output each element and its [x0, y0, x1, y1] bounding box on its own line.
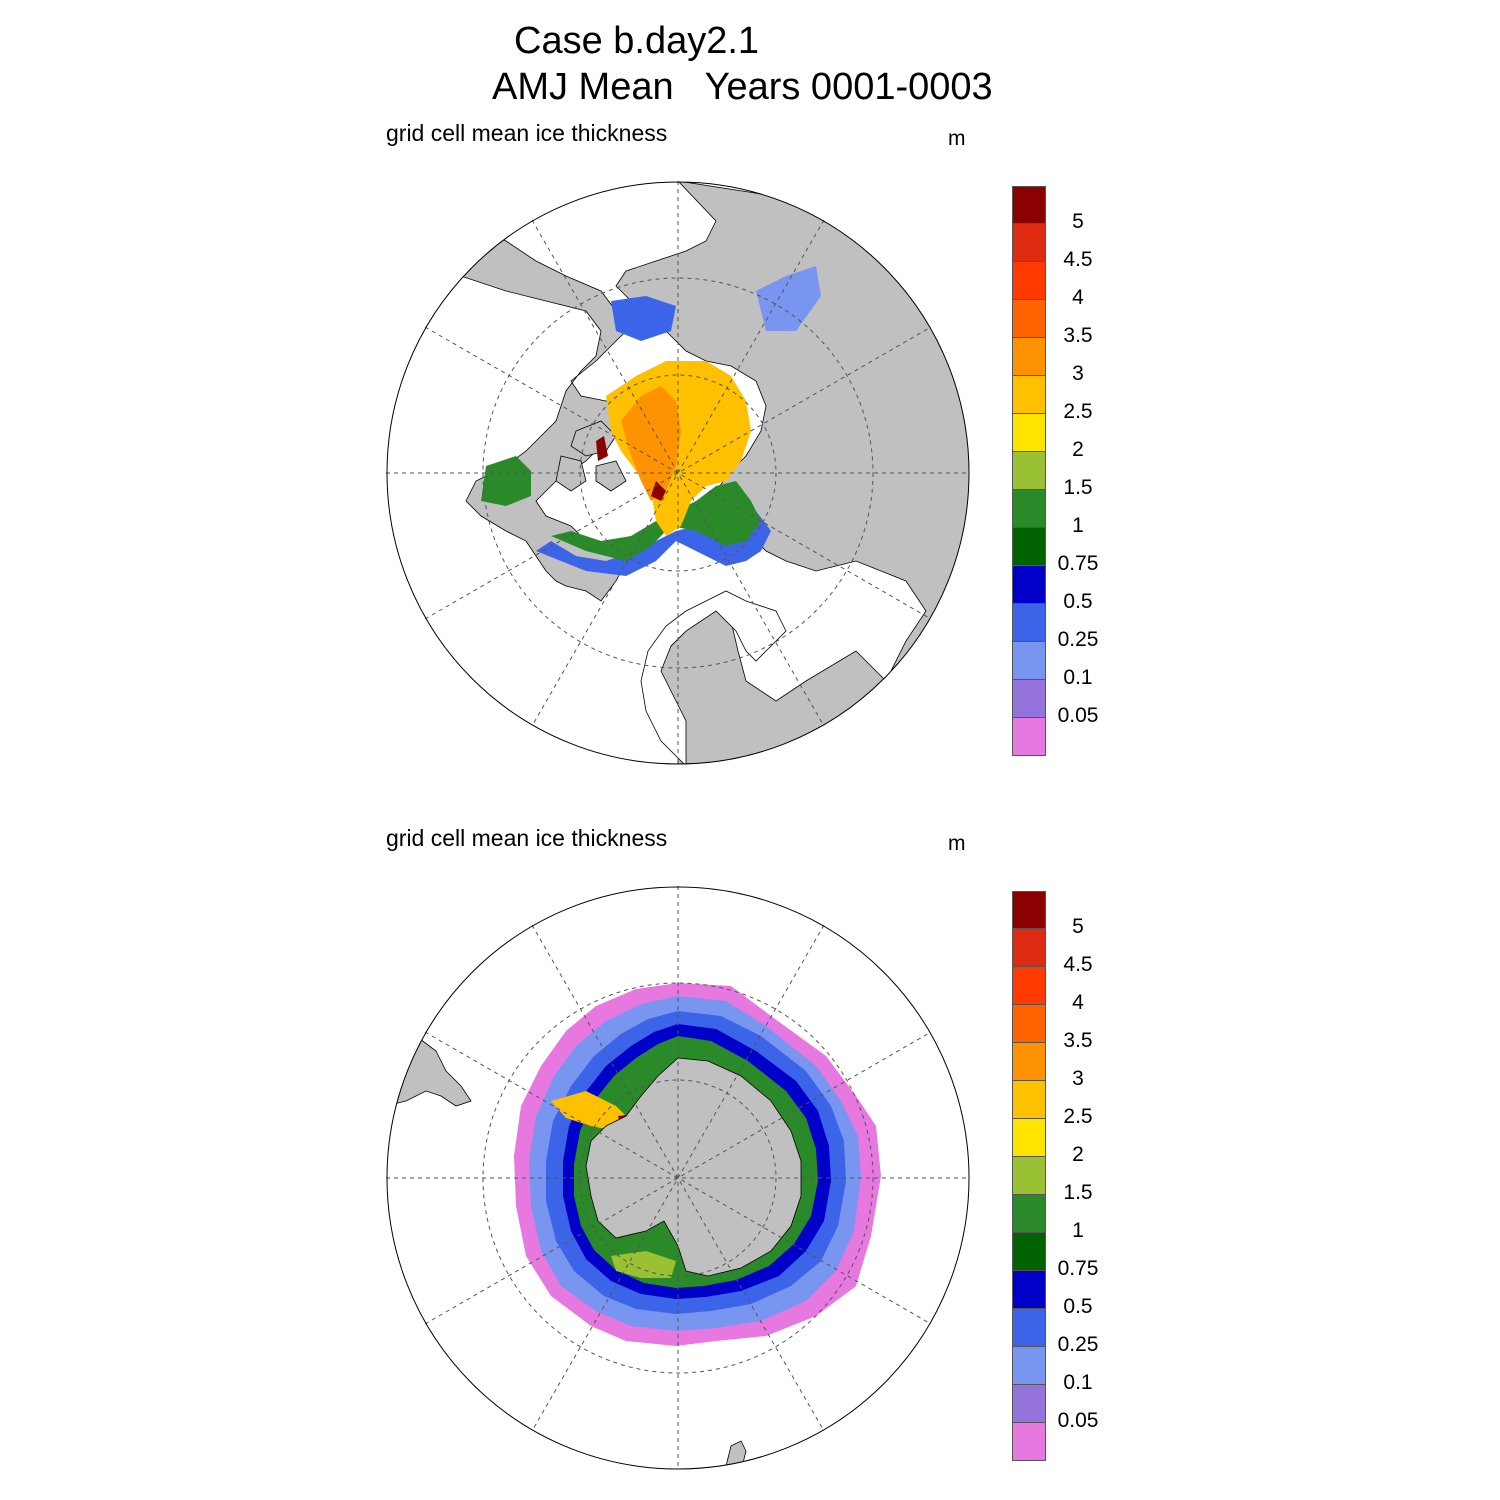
antarctic-colorbar-tick-label: 4.5	[1063, 953, 1093, 976]
arctic-land	[387, 182, 969, 764]
arctic-colorbar-tick-label: 5	[1072, 210, 1084, 233]
antarctic-map	[386, 886, 970, 1470]
arctic-panel-units: m	[948, 127, 966, 150]
arctic-colorbar-swatches	[1012, 186, 1046, 756]
antarctic-colorbar-tick-label: 4	[1072, 991, 1084, 1014]
arctic-colorbar-swatch	[1012, 680, 1046, 718]
arctic-map	[386, 181, 970, 765]
arctic-graticule	[386, 181, 970, 765]
figure-title-period: AMJ Mean Years 0001-0003	[492, 66, 993, 108]
arctic-panel-title: grid cell mean ice thickness	[386, 120, 668, 146]
antarctic-colorbar-swatch	[1012, 1271, 1046, 1309]
antarctic-colorbar-swatch	[1012, 1385, 1046, 1423]
antarctic-colorbar-swatch	[1012, 1081, 1046, 1119]
antarctic-colorbar-swatch	[1012, 1119, 1046, 1157]
arctic-colorbar-tick-label: 0.05	[1057, 704, 1099, 727]
antarctic-graticule	[386, 886, 970, 1470]
arctic-colorbar-swatch	[1012, 452, 1046, 490]
arctic-colorbar-swatch	[1012, 224, 1046, 262]
arctic-colorbar-tick-label: 2.5	[1063, 400, 1093, 423]
antarctic-colorbar-tick-label: 0.5	[1063, 1295, 1093, 1318]
arctic-colorbar-swatch	[1012, 528, 1046, 566]
greenland-land	[640, 590, 787, 764]
arctic-colorbar-swatch	[1012, 566, 1046, 604]
antarctic-map-border	[386, 886, 970, 1470]
antarctic-colorbar-swatch	[1012, 929, 1046, 967]
antarctic-colorbar-tick-label: 3.5	[1063, 1029, 1093, 1052]
hudson-bay-ice	[481, 456, 531, 506]
arctic-colorbar-swatch	[1012, 376, 1046, 414]
antarctic-colorbar-swatch	[1012, 1233, 1046, 1271]
antarctic-colorbar-swatch	[1012, 1157, 1046, 1195]
ross-sea-ice	[611, 1251, 676, 1278]
arctic-colorbar-swatch	[1012, 186, 1046, 224]
arctic-colorbar-swatch	[1012, 604, 1046, 642]
antarctic-colorbar-swatch	[1012, 1195, 1046, 1233]
arctic-colorbar-tick-label: 0.25	[1057, 628, 1099, 651]
antarctic-colorbar-tick-label: 3	[1072, 1067, 1084, 1090]
antarctic-colorbar-swatches	[1012, 891, 1046, 1461]
arctic-colorbar-tick-label: 2	[1072, 438, 1084, 461]
antarctic-colorbar-tick-label: 0.05	[1057, 1409, 1099, 1432]
antarctic-colorbar-swatch	[1012, 1347, 1046, 1385]
antarctic-colorbar-swatch	[1012, 891, 1046, 929]
weddell-sea-thick-ice	[551, 1091, 631, 1131]
antarctic-panel-units: m	[948, 832, 966, 855]
arctic-ice-thick-core	[621, 386, 681, 501]
antarctic-colorbar-swatch	[1012, 967, 1046, 1005]
antarctic-colorbar-tick-label: 2	[1072, 1143, 1084, 1166]
arctic-colorbar-swatch	[1012, 642, 1046, 680]
arctic-colorbar-tick-label: 4.5	[1063, 248, 1093, 271]
arctic-map-border	[386, 181, 970, 765]
arctic-colorbar-tick-label: 0.1	[1063, 666, 1093, 689]
arctic-colorbar-swatch	[1012, 490, 1046, 528]
antarctic-colorbar-swatch	[1012, 1005, 1046, 1043]
figure-title-case: Case b.day2.1	[514, 20, 760, 62]
arctic-colorbar-tick-label: 4	[1072, 286, 1084, 309]
arctic-colorbar-tick-label: 0.5	[1063, 590, 1093, 613]
arctic-colorbar-swatch	[1012, 300, 1046, 338]
antarctic-colorbar-tick-label: 1	[1072, 1219, 1084, 1242]
antarctic-panel-title: grid cell mean ice thickness	[386, 825, 668, 851]
arctic-colorbar-swatch	[1012, 338, 1046, 376]
antarctic-colorbar-swatch	[1012, 1423, 1046, 1461]
arctic-colorbar-tick-label: 3.5	[1063, 324, 1093, 347]
antarctic-colorbar-tick-label: 0.25	[1057, 1333, 1099, 1356]
arctic-colorbar-tick-label: 3	[1072, 362, 1084, 385]
antarctic-colorbar-swatch	[1012, 1043, 1046, 1081]
okhotsk-sea-ice	[756, 266, 821, 331]
antarctic-colorbar-tick-label: 0.75	[1057, 1257, 1099, 1280]
antarctic-colorbar-tick-label: 5	[1072, 915, 1084, 938]
antarctic-colorbar-swatch	[1012, 1309, 1046, 1347]
antarctic-colorbar-tick-label: 1.5	[1063, 1181, 1093, 1204]
arctic-ice-thickest	[596, 436, 666, 501]
arctic-colorbar-swatch	[1012, 414, 1046, 452]
antarctic-colorbar-tick-label: 0.1	[1063, 1371, 1093, 1394]
arctic-colorbar-swatch	[1012, 718, 1046, 756]
antarctic-colorbar-tick-label: 2.5	[1063, 1105, 1093, 1128]
bering-sea-ice	[611, 296, 676, 341]
arctic-colorbar-tick-label: 1.5	[1063, 476, 1093, 499]
arctic-colorbar-swatch	[1012, 262, 1046, 300]
arctic-colorbar-tick-label: 0.75	[1057, 552, 1099, 575]
arctic-colorbar-tick-label: 1	[1072, 514, 1084, 537]
